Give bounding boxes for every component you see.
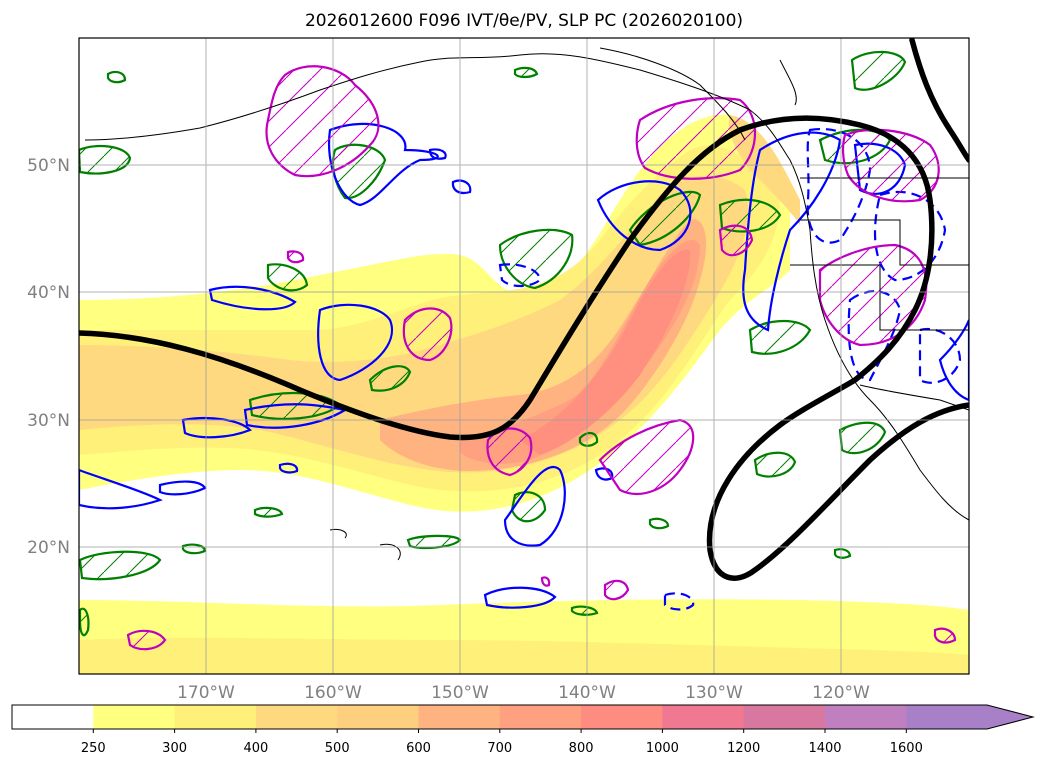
colorbar-segment — [825, 705, 907, 729]
pv-magenta-contours — [126, 65, 957, 651]
latitude-labels: 50°N 40°N 30°N 20°N — [27, 156, 70, 558]
colorbar-tick-label: 1200 — [727, 741, 760, 756]
lat-label-20: 20°N — [27, 538, 70, 558]
lon-label-170w: 170°W — [177, 683, 235, 703]
colorbar-segment — [93, 705, 176, 729]
colorbar-segment — [337, 705, 419, 729]
colorbar-tick-label: 1600 — [890, 741, 923, 756]
colorbar-segment — [174, 705, 257, 729]
lon-label-150w: 150°W — [431, 683, 489, 703]
colorbar-tick-label: 800 — [569, 741, 594, 756]
colorbar-segment — [12, 705, 94, 729]
lat-label-40: 40°N — [27, 283, 70, 303]
longitude-labels: 170°W 160°W 150°W 140°W 130°W 120°W — [177, 683, 870, 703]
colorbar-segment — [581, 705, 663, 729]
colorbar-segment — [255, 705, 338, 729]
colorbar-tick-label: 250 — [81, 741, 106, 756]
colorbar-segment — [906, 705, 1033, 729]
pv-green-contours — [79, 50, 907, 637]
colorbar-tick-label: 400 — [243, 741, 268, 756]
colorbar-tick-label: 700 — [487, 741, 512, 756]
lon-label-140w: 140°W — [558, 683, 616, 703]
colorbar-ticks: 250 300 400 500 600 700 800 1000 1200 1400 1600 — [81, 729, 923, 756]
colorbar-tick-label: 1000 — [646, 741, 679, 756]
colorbar-outline — [11, 704, 1035, 730]
map-title: 2026012600 F096 IVT/θe/PV, SLP PC (20260… — [305, 11, 743, 31]
colorbar-tick-label: 300 — [162, 741, 187, 756]
colorbar-segment — [662, 705, 745, 729]
borders — [790, 177, 969, 411]
gridlines — [79, 38, 969, 674]
lon-label-130w: 130°W — [685, 683, 743, 703]
colorbar: 250 300 400 500 600 700 800 1000 1200 1400 1600 — [11, 704, 1035, 756]
colorbar-segment — [418, 705, 501, 729]
colorbar-tick-label: 500 — [325, 741, 350, 756]
colorbar-segment — [743, 705, 826, 729]
slp-contours — [79, 38, 969, 581]
map-frame — [78, 37, 970, 675]
map-panel — [78, 37, 970, 675]
colorbar-tick-label: 1400 — [808, 741, 841, 756]
colorbar-segments — [12, 705, 1033, 729]
lon-label-120w: 120°W — [812, 683, 870, 703]
lon-label-160w: 160°W — [304, 683, 362, 703]
lat-label-50: 50°N — [27, 156, 70, 176]
colorbar-tick-label: 600 — [406, 741, 431, 756]
colorbar-segment — [499, 705, 582, 729]
lat-label-30: 30°N — [27, 411, 70, 431]
coastlines — [84, 47, 969, 561]
